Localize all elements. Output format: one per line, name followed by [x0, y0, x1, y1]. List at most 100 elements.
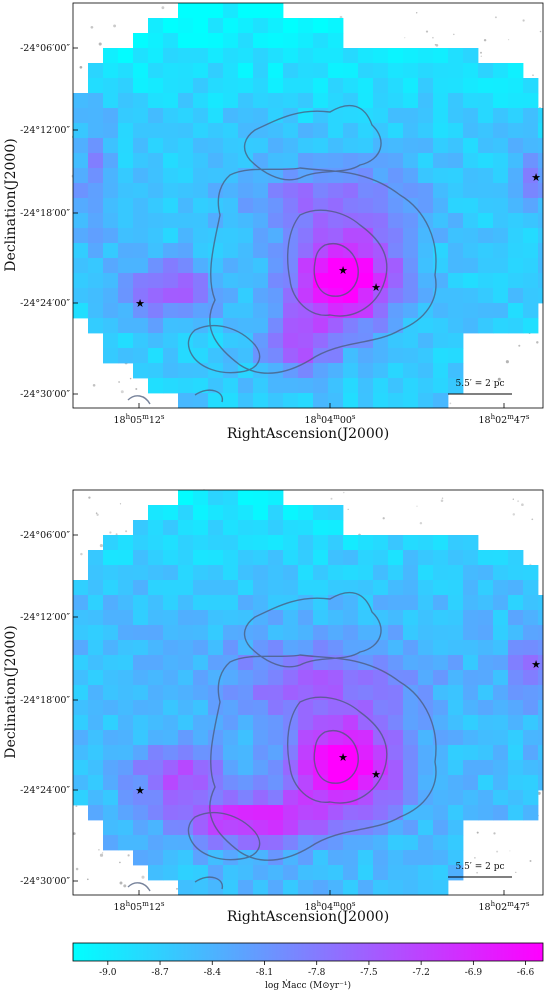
heatmap-cell: [463, 655, 479, 671]
heatmap-cell: [403, 850, 419, 866]
heatmap-cell: [223, 820, 239, 836]
heatmap-cell: [268, 625, 284, 641]
heatmap-cell: [433, 565, 449, 581]
heatmap-cell: [388, 655, 404, 671]
heatmap-cell: [493, 595, 509, 611]
heatmap-cell: [313, 258, 329, 274]
heatmap-cell: [268, 228, 284, 244]
heatmap-cell: [493, 640, 509, 656]
heatmap-cell: [208, 243, 224, 259]
heatmap-cell: [208, 550, 224, 566]
heatmap-cell: [283, 850, 299, 866]
background-star: [539, 30, 542, 33]
x-tick-label: 18h02m47s: [478, 413, 529, 426]
heatmap-cell: [463, 550, 479, 566]
heatmap-cell: [313, 700, 329, 716]
heatmap-cell: [253, 213, 269, 229]
heatmap-cell: [508, 258, 524, 274]
heatmap-cell: [148, 378, 164, 394]
heatmap-cell: [328, 378, 344, 394]
heatmap-cell: [178, 48, 194, 64]
accretion-map-top-panel: ★★★★ -24°06′00″-24°12′00″-24°18′00″-24°2…: [3, 2, 544, 442]
heatmap-cell: [208, 198, 224, 214]
heatmap-cell: [118, 168, 134, 184]
background-star: [480, 51, 482, 54]
heatmap-cell: [343, 318, 359, 334]
heatmap-cell: [283, 378, 299, 394]
heatmap-cell: [403, 880, 419, 896]
background-star: [474, 857, 476, 859]
heatmap-cell: [268, 805, 284, 821]
heatmap-cell: [178, 880, 194, 896]
heatmap-cell: [283, 183, 299, 199]
heatmap-cell: [148, 123, 164, 139]
heatmap-cell: [238, 108, 254, 124]
heatmap-cell: [433, 48, 449, 64]
heatmap-cell: [538, 273, 544, 289]
heatmap-cell: [223, 63, 239, 79]
heatmap-cell: [478, 183, 494, 199]
heatmap-cell: [88, 243, 104, 259]
young-star-marker: ★: [371, 768, 381, 781]
heatmap-cell: [283, 18, 299, 34]
heatmap-cell: [118, 820, 134, 836]
heatmap-cell: [463, 303, 479, 319]
heatmap-cell: [283, 835, 299, 851]
heatmap-cell: [238, 378, 254, 394]
heatmap-cell: [448, 625, 464, 641]
heatmap-cell: [238, 273, 254, 289]
heatmap-cell: [193, 378, 209, 394]
heatmap-cell: [298, 670, 314, 686]
heatmap-cell: [88, 655, 104, 671]
heatmap-cell: [133, 670, 149, 686]
heatmap-cell: [298, 243, 314, 259]
background-star: [75, 805, 78, 808]
heatmap-cell: [223, 760, 239, 776]
heatmap-cell: [448, 333, 464, 349]
heatmap-cell: [193, 685, 209, 701]
heatmap-cell: [373, 805, 389, 821]
heatmap-cell: [238, 520, 254, 536]
heatmap-cell: [223, 18, 239, 34]
heatmap-cell: [403, 333, 419, 349]
heatmap-cell: [313, 850, 329, 866]
heatmap-cell: [253, 153, 269, 169]
heatmap-cell: [268, 93, 284, 109]
heatmap-cell: [298, 610, 314, 626]
heatmap-cell: [358, 123, 374, 139]
heatmap-cell: [358, 715, 374, 731]
heatmap-cell: [118, 610, 134, 626]
heatmap-cell: [253, 258, 269, 274]
heatmap-cell: [238, 670, 254, 686]
heatmap-cell: [178, 565, 194, 581]
heatmap-cell: [328, 348, 344, 364]
heatmap-cell: [178, 138, 194, 154]
background-star: [453, 33, 455, 36]
heatmap-cell: [133, 153, 149, 169]
heatmap-cell: [433, 303, 449, 319]
heatmap-cell: [238, 835, 254, 851]
heatmap-cell: [328, 333, 344, 349]
heatmap-cell: [478, 273, 494, 289]
heatmap-cell: [448, 610, 464, 626]
heatmap-cell: [448, 198, 464, 214]
background-star: [521, 503, 524, 507]
heatmap-cell: [418, 48, 434, 64]
heatmap-cell: [373, 760, 389, 776]
heatmap-cell: [298, 880, 314, 896]
background-star: [518, 344, 521, 347]
heatmap-cell: [88, 228, 104, 244]
heatmap-cell: [463, 610, 479, 626]
heatmap-cell: [343, 228, 359, 244]
heatmap-cell: [283, 123, 299, 139]
heatmap-cell: [208, 393, 224, 409]
heatmap-cell: [313, 865, 329, 881]
heatmap-cell: [523, 108, 539, 124]
heatmap-cell: [433, 595, 449, 611]
heatmap-cell: [358, 790, 374, 806]
background-star: [135, 387, 138, 391]
scale-bar-label: 5.5′ = 2 pc: [455, 379, 504, 389]
heatmap-cell: [373, 880, 389, 896]
heatmap-cell: [238, 715, 254, 731]
heatmap-cell: [163, 625, 179, 641]
